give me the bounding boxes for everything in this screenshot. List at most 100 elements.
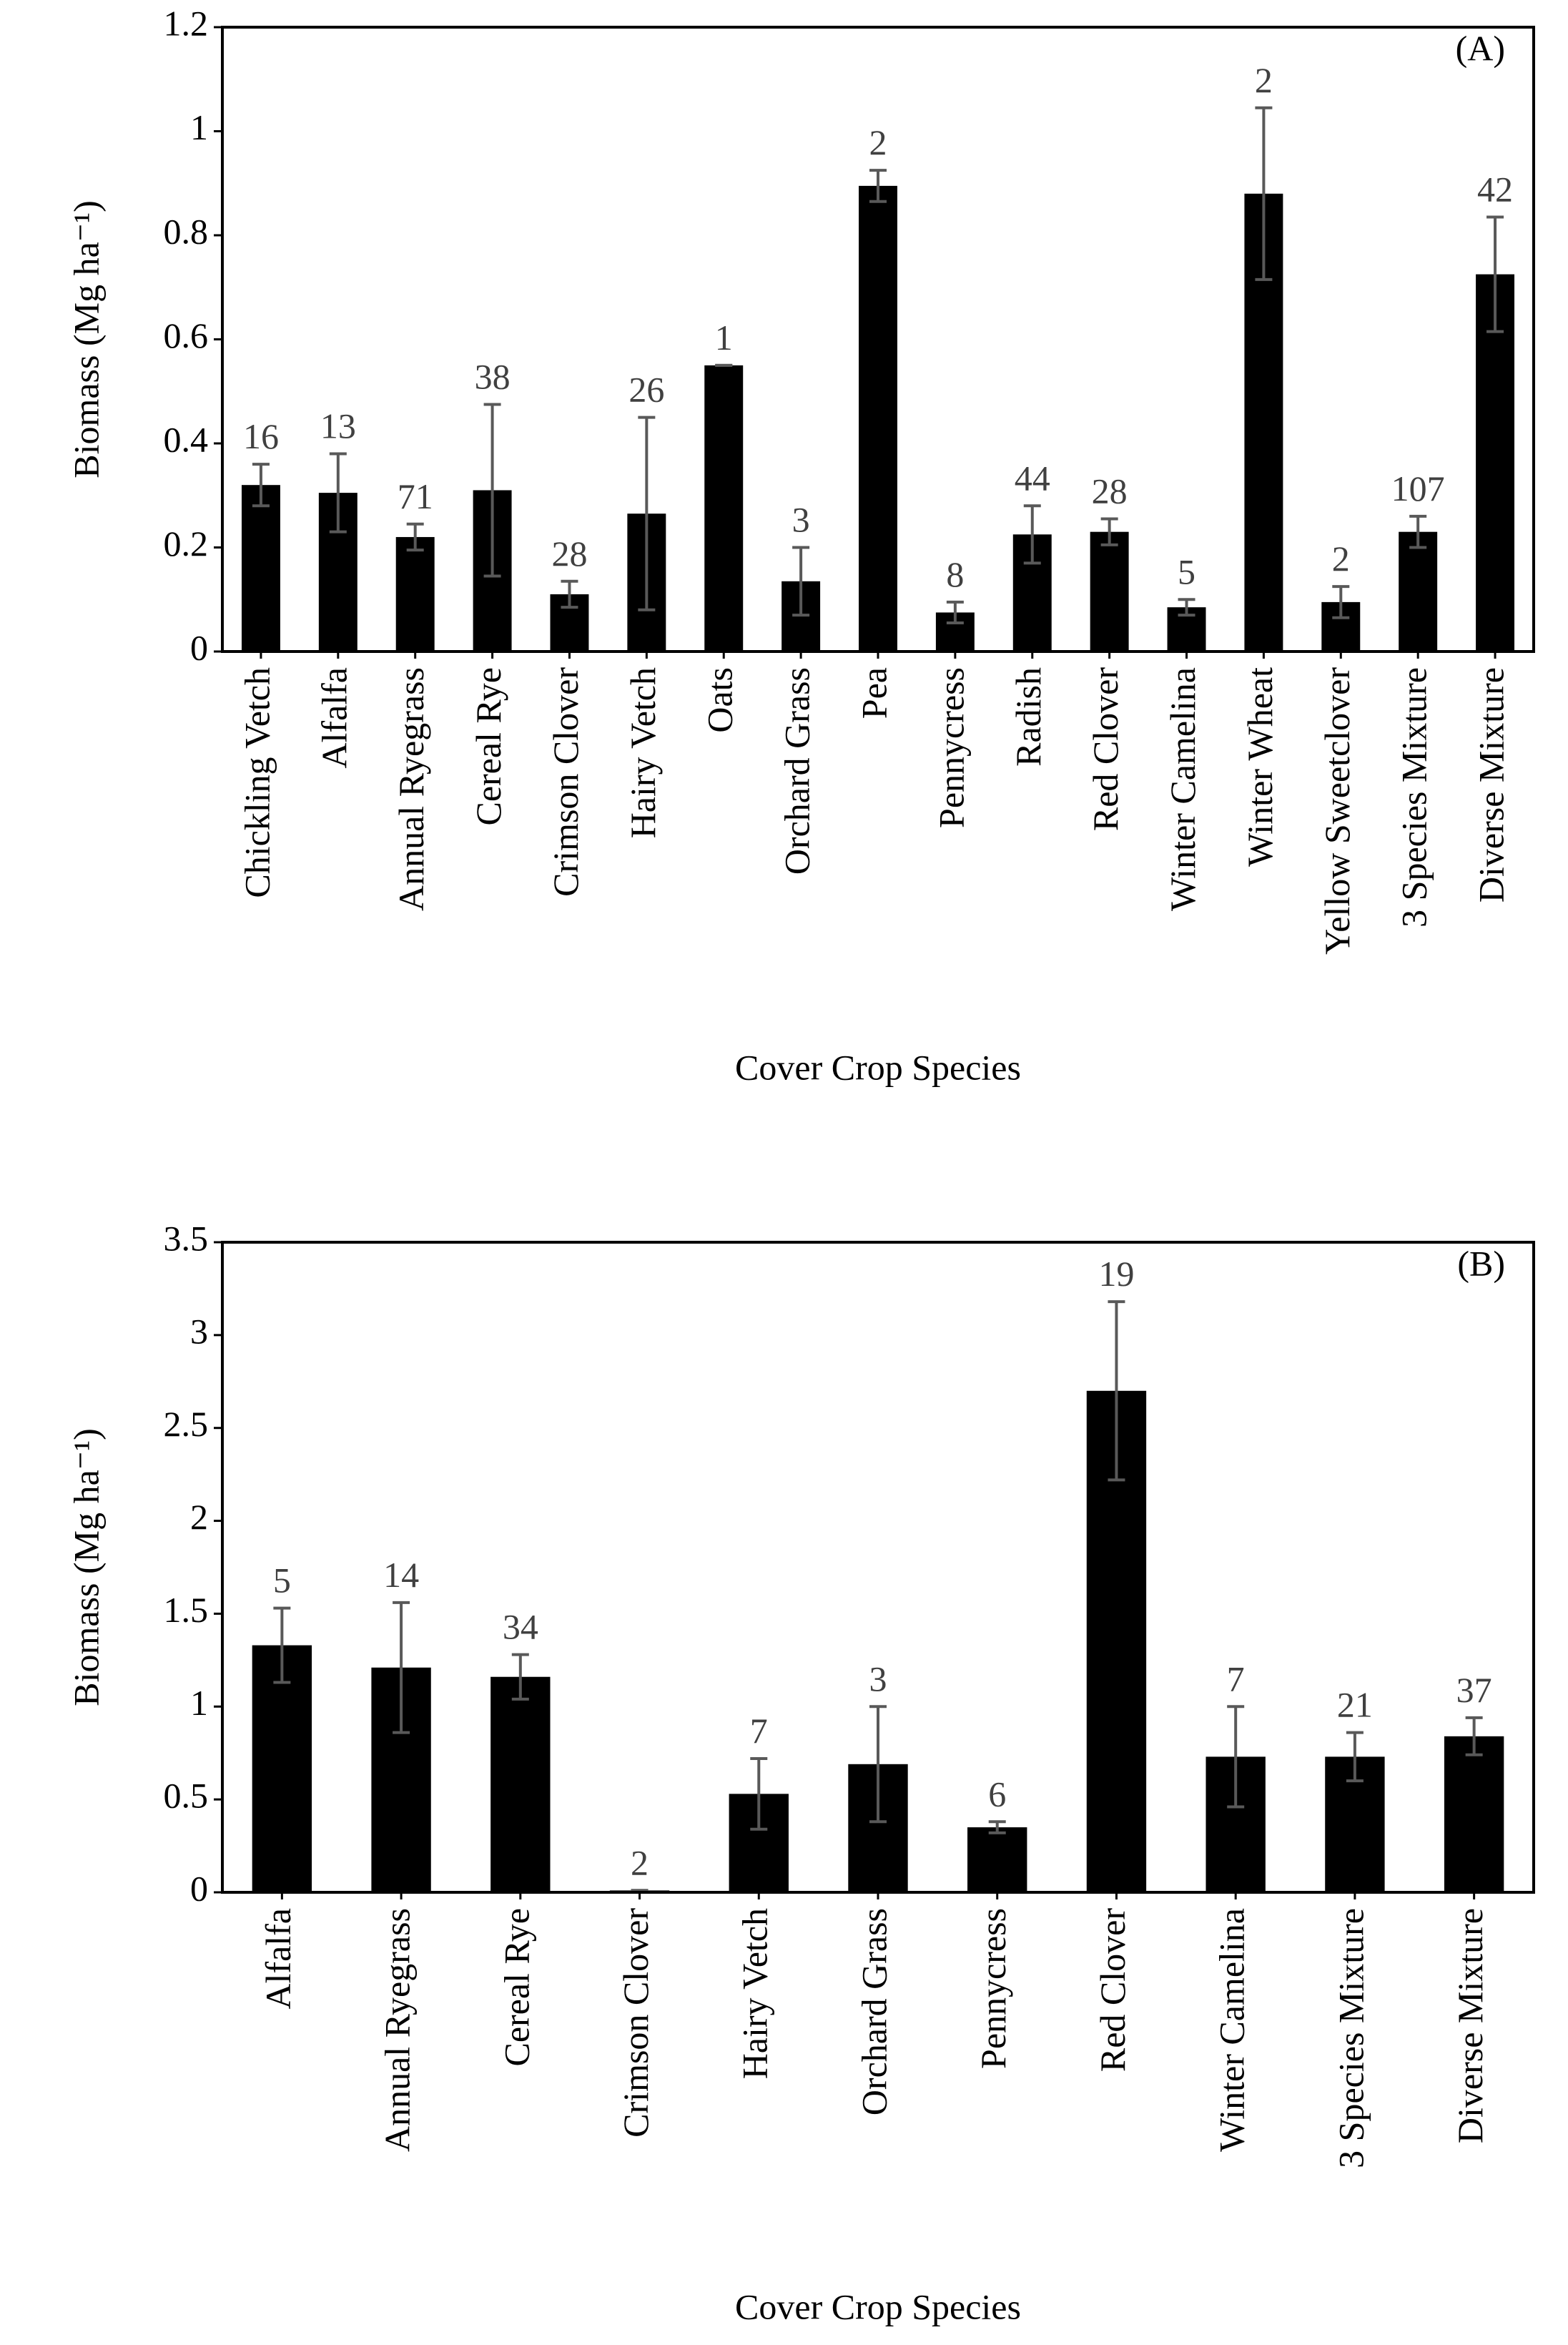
y-tick-label: 3.5 bbox=[164, 1218, 209, 1258]
bar bbox=[490, 1676, 551, 1892]
y-axis-title: Biomass (Mg ha⁻¹) bbox=[66, 200, 106, 478]
plot-frame bbox=[221, 1241, 1535, 1894]
count-label: 2 bbox=[869, 122, 887, 162]
error-bar bbox=[1023, 504, 1041, 565]
chart-panel: 0 0.2 0.4 0.6 0.8 1 1.2 16 Chickling Vetch 13 Alfa… bbox=[66, 3, 1535, 1087]
count-label: 34 bbox=[503, 1607, 538, 1647]
count-label: 6 bbox=[988, 1774, 1006, 1814]
count-label: 7 bbox=[1227, 1658, 1245, 1698]
x-tick-label: Pea bbox=[854, 667, 894, 719]
count-label: 7 bbox=[750, 1711, 768, 1751]
bar bbox=[1399, 531, 1438, 652]
error-bar bbox=[1346, 1731, 1364, 1783]
bar bbox=[395, 536, 435, 652]
count-label: 14 bbox=[383, 1555, 419, 1595]
error-bar bbox=[1486, 215, 1504, 333]
x-tick-label: 3 Species Mixture bbox=[1331, 1908, 1371, 2168]
error-bar bbox=[561, 579, 578, 609]
error-bar bbox=[988, 1820, 1006, 1834]
x-tick-label: Hairy Vetch bbox=[735, 1908, 775, 2079]
count-label: 38 bbox=[475, 356, 511, 396]
x-tick-label: Winter Wheat bbox=[1240, 667, 1280, 867]
error-bar bbox=[273, 1606, 291, 1684]
x-tick-label: Oats bbox=[700, 667, 740, 733]
error-bar bbox=[1227, 1705, 1245, 1809]
y-tick-label: 0.6 bbox=[164, 315, 209, 355]
count-label: 21 bbox=[1337, 1685, 1373, 1725]
error-bar bbox=[792, 546, 810, 617]
x-tick-label: Pennycress bbox=[973, 1908, 1013, 2069]
count-label: 44 bbox=[1015, 458, 1050, 498]
count-label: 19 bbox=[1098, 1254, 1134, 1294]
x-tick-label: Chickling Vetch bbox=[237, 667, 277, 898]
count-label: 107 bbox=[1391, 468, 1445, 508]
bar bbox=[241, 485, 280, 652]
x-tick-label: Annual Ryegrass bbox=[378, 1908, 418, 2152]
bar bbox=[1090, 531, 1129, 652]
y-axis-title: Biomass (Mg ha⁻¹) bbox=[66, 1428, 106, 1706]
count-label: 2 bbox=[1255, 60, 1273, 100]
x-tick-label: Crimson Clover bbox=[616, 1908, 656, 2138]
plot-frame bbox=[221, 26, 1535, 653]
count-label: 8 bbox=[946, 554, 964, 594]
x-tick-label: Alfalfa bbox=[258, 1908, 298, 2010]
x-tick-label: 3 Species Mixture bbox=[1394, 667, 1434, 928]
count-label: 26 bbox=[628, 370, 664, 410]
bar bbox=[967, 1827, 1027, 1892]
y-tick-label: 0.2 bbox=[164, 523, 209, 564]
panel-label: (B) bbox=[1457, 1243, 1505, 1283]
count-label: 3 bbox=[869, 1658, 887, 1698]
error-bar bbox=[638, 416, 656, 611]
x-tick-label: Orchard Grass bbox=[777, 667, 817, 875]
error-bar bbox=[750, 1757, 768, 1831]
panel-label: (A) bbox=[1456, 28, 1505, 68]
y-tick-label: 1 bbox=[190, 107, 208, 147]
x-tick-label: Red Clover bbox=[1085, 667, 1125, 831]
count-label: 28 bbox=[551, 534, 587, 574]
error-bar bbox=[1332, 585, 1350, 619]
error-bar bbox=[252, 463, 270, 508]
y-tick-label: 0 bbox=[190, 627, 208, 667]
bar bbox=[252, 1645, 312, 1892]
x-tick-label: Cereal Rye bbox=[496, 1908, 536, 2067]
x-tick-label: Red Clover bbox=[1093, 1908, 1133, 2072]
x-tick-label: Diverse Mixture bbox=[1450, 1908, 1490, 2143]
count-label: 5 bbox=[1178, 551, 1195, 591]
error-bar bbox=[1465, 1716, 1483, 1756]
x-tick-label: Cereal Rye bbox=[468, 667, 508, 826]
x-tick-label: Winter Camelina bbox=[1212, 1908, 1252, 2152]
x-tick-label: Yellow Sweetclover bbox=[1317, 667, 1357, 955]
x-tick-label: Annual Ryegrass bbox=[391, 667, 431, 911]
y-tick-label: 2.5 bbox=[164, 1404, 209, 1444]
error-bar bbox=[483, 403, 501, 578]
error-bar bbox=[511, 1653, 529, 1701]
error-bar bbox=[406, 522, 424, 552]
x-tick-label: Orchard Grass bbox=[854, 1908, 894, 2115]
y-tick-label: 0.8 bbox=[164, 211, 209, 251]
count-label: 37 bbox=[1456, 1670, 1492, 1710]
bar bbox=[859, 185, 897, 652]
y-tick-label: 0.5 bbox=[164, 1776, 209, 1816]
y-tick-label: 1.2 bbox=[164, 3, 209, 43]
x-tick-label: Radish bbox=[1008, 667, 1048, 767]
y-tick-label: 2 bbox=[190, 1497, 208, 1537]
count-label: 5 bbox=[273, 1560, 291, 1601]
x-tick-label: Pennycress bbox=[931, 667, 971, 828]
error-bar bbox=[946, 600, 964, 624]
bar bbox=[1476, 274, 1515, 652]
x-axis-title: Cover Crop Species bbox=[735, 1047, 1021, 1087]
bar bbox=[1444, 1736, 1504, 1892]
error-bar bbox=[1255, 106, 1273, 281]
count-label: 16 bbox=[243, 416, 279, 456]
x-axis-title: Cover Crop Species bbox=[735, 2286, 1021, 2326]
y-tick-label: 0.4 bbox=[164, 419, 209, 459]
y-tick-label: 1 bbox=[190, 1683, 208, 1723]
count-label: 28 bbox=[1092, 471, 1128, 511]
bar bbox=[704, 365, 744, 652]
x-tick-label: Diverse Mixture bbox=[1471, 667, 1512, 903]
count-label: 13 bbox=[320, 406, 356, 446]
count-label: 71 bbox=[398, 476, 433, 516]
count-label: 1 bbox=[715, 318, 733, 358]
x-tick-label: Alfalfa bbox=[314, 667, 354, 769]
